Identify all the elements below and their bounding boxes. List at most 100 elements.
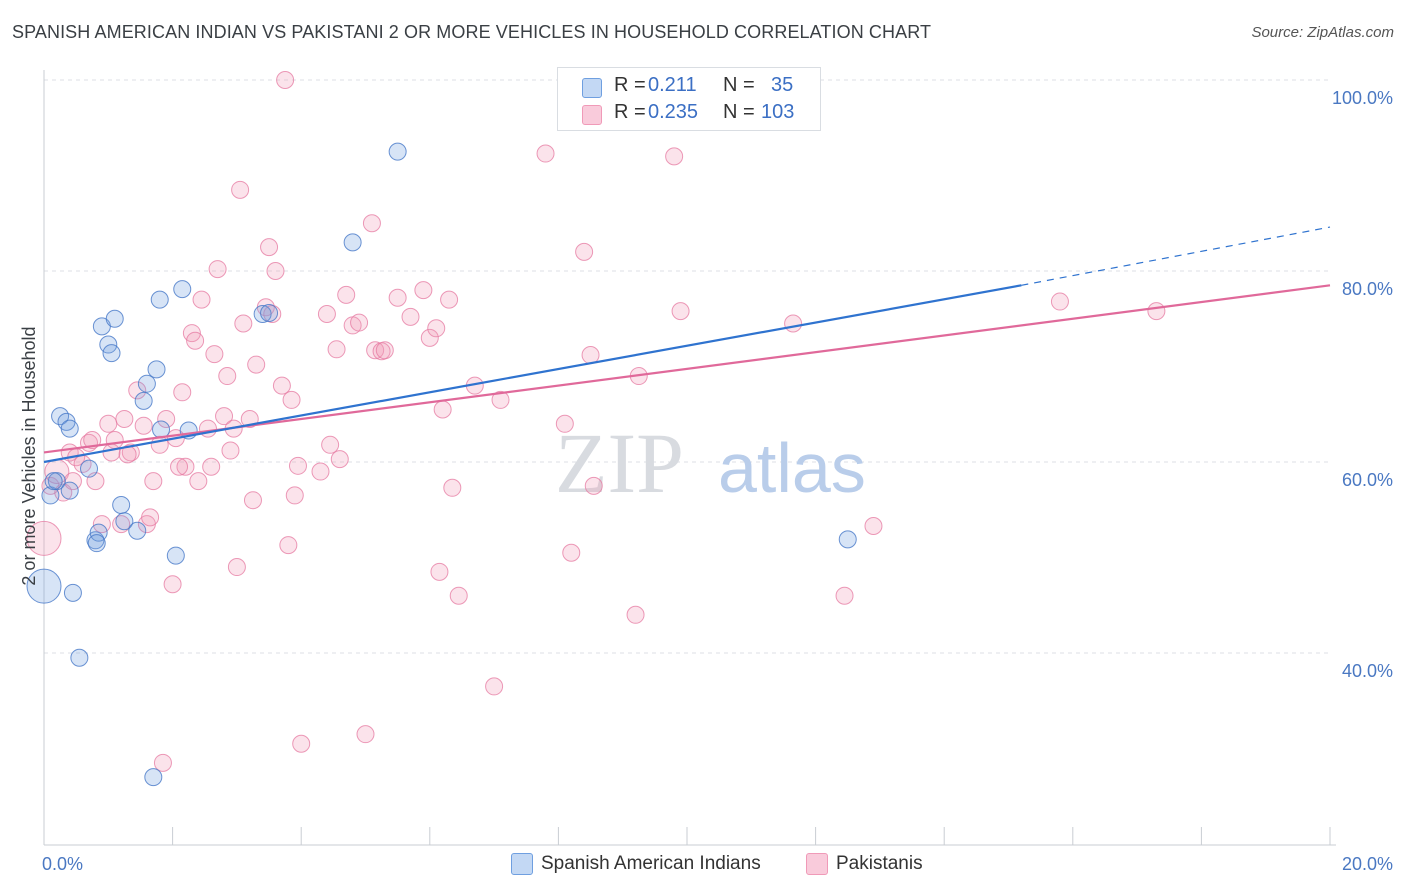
trend-line-pakistani: [43, 284, 1331, 454]
legend-row-blue: R = 0.211 N = 35: [558, 74, 820, 102]
y-tick-labels: 40.0% 60.0% 80.0% 100.0%: [1332, 88, 1393, 681]
data-point-pakistani: [260, 238, 279, 257]
data-point-pakistani: [388, 288, 407, 307]
trend-line-extension: [1021, 226, 1331, 286]
axes: [43, 70, 1336, 846]
legend-swatch-pink: [806, 853, 828, 875]
data-point-spanish-american-indian: [63, 583, 82, 602]
source-label: Source: ZipAtlas.com: [1251, 24, 1394, 41]
legend-swatch-blue: [582, 78, 602, 98]
data-point-spanish-american-indian: [60, 419, 79, 438]
data-point-pakistani: [282, 390, 301, 409]
data-point-pakistani: [1050, 292, 1069, 311]
data-point-pakistani: [584, 476, 603, 495]
data-point-pakistani: [272, 376, 291, 395]
data-point-pakistani: [218, 367, 237, 386]
data-point-pakistani: [83, 431, 102, 450]
data-point-pakistani: [575, 242, 594, 261]
data-point-spanish-american-indian: [253, 304, 272, 323]
data-point-pakistani: [176, 457, 195, 476]
legend-swatch-pink: [582, 105, 602, 125]
data-point-spanish-american-indian: [70, 648, 89, 667]
data-point-pakistani: [189, 472, 208, 491]
data-point-pakistani: [350, 313, 369, 332]
data-point-pakistani: [337, 285, 356, 304]
data-point-pakistani: [440, 290, 459, 309]
trend-line-spanish-american-indian: [43, 284, 1022, 464]
data-point-pakistani: [288, 456, 307, 475]
y-tick-label: 80.0%: [1342, 279, 1393, 299]
data-point-spanish-american-indian: [80, 459, 99, 478]
data-point-pakistani: [366, 341, 385, 360]
data-point-pakistani: [536, 144, 555, 163]
y-axis-label: 2 or more Vehicles in Household: [19, 326, 39, 585]
data-point-pakistani: [121, 443, 140, 462]
data-point-pakistani: [243, 491, 262, 510]
data-point-pakistani: [153, 753, 172, 772]
data-point-pakistani: [491, 390, 510, 409]
data-point-pakistani: [317, 304, 336, 323]
data-point-pakistani: [134, 416, 153, 435]
legend-r-value: 0.235: [648, 101, 699, 123]
data-point-spanish-american-indian: [87, 534, 106, 553]
watermark-zip: ZIP: [555, 415, 684, 511]
legend-r-value: 0.211: [648, 74, 697, 96]
legend-r-label: R =: [614, 101, 646, 123]
x-tick-label: 0.0%: [42, 854, 83, 874]
data-point-pakistani: [205, 345, 224, 364]
data-point-pakistani: [231, 180, 250, 199]
data-point-pakistani: [144, 472, 163, 491]
data-point-spanish-american-indian: [838, 530, 857, 549]
data-point-pakistani: [665, 147, 684, 166]
data-point-pakistani: [247, 355, 266, 374]
data-point-pakistani: [430, 562, 449, 581]
data-point-pakistani: [292, 734, 311, 753]
data-point-pakistani: [105, 431, 124, 450]
data-point-pakistani: [163, 575, 182, 594]
data-point-spanish-american-indian: [128, 521, 147, 540]
data-point-pakistani: [157, 410, 176, 429]
data-point-spanish-american-indian: [102, 344, 121, 363]
data-point-pakistani: [427, 319, 446, 338]
data-point-spanish-american-indian: [173, 280, 192, 299]
data-point-spanish-american-indian: [115, 512, 134, 531]
legend-n-label: N =: [723, 74, 755, 96]
data-point-spanish-american-indian: [166, 546, 185, 565]
data-point-spanish-american-indian: [134, 391, 153, 410]
y-tick-label: 60.0%: [1342, 470, 1393, 490]
data-point-pakistani: [449, 586, 468, 605]
data-point-pakistani: [99, 414, 118, 433]
data-point-spanish-american-indian: [150, 290, 169, 309]
data-point-pakistani: [330, 450, 349, 469]
data-point-pakistani: [128, 381, 147, 400]
data-point-pakistani: [362, 214, 381, 233]
data-point-pakistani: [401, 307, 420, 326]
data-point-pakistani: [115, 410, 134, 429]
data-point-pakistani: [192, 290, 211, 309]
data-point-pakistani: [173, 383, 192, 402]
data-point-pakistani: [141, 508, 160, 527]
data-point-pakistani: [626, 605, 645, 624]
x-tick-label: 20.0%: [1342, 854, 1393, 874]
data-point-spanish-american-indian: [105, 309, 124, 328]
data-point-pakistani: [221, 441, 240, 460]
chart-title: SPANISH AMERICAN INDIAN VS PAKISTANI 2 O…: [12, 22, 932, 42]
data-point-pakistani: [562, 543, 581, 562]
legend-label: Pakistanis: [836, 853, 923, 874]
legend-n-value: 35: [771, 74, 794, 96]
data-point-spanish-american-indian: [388, 142, 407, 161]
y-tick-label: 100.0%: [1332, 88, 1393, 108]
data-point-pakistani: [202, 457, 221, 476]
data-point-pakistani: [433, 400, 452, 419]
data-point-pakistani: [234, 314, 253, 333]
y-tick-label: 40.0%: [1342, 661, 1393, 681]
data-point-pakistani: [375, 341, 394, 360]
data-point-pakistani: [311, 462, 330, 481]
data-point-pakistani: [26, 520, 62, 556]
data-point-spanish-american-indian: [112, 495, 131, 514]
data-point-spanish-american-indian: [137, 374, 156, 393]
data-point-pakistani: [227, 558, 246, 577]
data-point-spanish-american-indian: [144, 768, 163, 787]
data-point-spanish-american-indian: [60, 481, 79, 500]
trend-lines: [43, 226, 1331, 464]
